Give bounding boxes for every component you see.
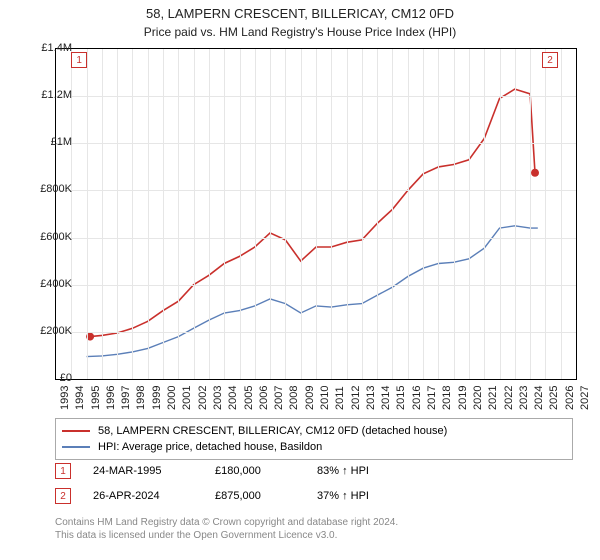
x-tick-label: 2009 (304, 386, 316, 410)
legend: 58, LAMPERN CRESCENT, BILLERICAY, CM12 0… (55, 418, 573, 460)
x-tick-label: 2020 (472, 386, 484, 410)
chart-subtitle: Price paid vs. HM Land Registry's House … (0, 23, 600, 39)
x-tick-label: 1999 (151, 386, 163, 410)
x-tick-label: 2002 (197, 386, 209, 410)
y-tick-label: £400K (40, 278, 72, 290)
note-pct: 83% ↑ HPI (317, 465, 369, 477)
x-tick-label: 2010 (319, 386, 331, 410)
footer-line: Contains HM Land Registry data © Crown c… (55, 516, 575, 529)
legend-item: 58, LAMPERN CRESCENT, BILLERICAY, CM12 0… (62, 423, 566, 439)
plot-area: 12 (55, 48, 577, 380)
x-tick-label: 1994 (74, 386, 86, 410)
transaction-note: 1 24-MAR-1995 £180,000 83% ↑ HPI (55, 463, 575, 479)
y-tick-label: £0 (60, 372, 72, 384)
y-tick-label: £600K (40, 231, 72, 243)
footer-copyright: Contains HM Land Registry data © Crown c… (55, 516, 575, 542)
x-tick-label: 1997 (120, 386, 132, 410)
data-point-marker (531, 169, 539, 177)
x-tick-label: 2017 (426, 386, 438, 410)
y-tick-label: £800K (40, 183, 72, 195)
note-pct: 37% ↑ HPI (317, 490, 369, 502)
note-badge: 1 (55, 463, 71, 479)
x-tick-label: 2027 (579, 386, 591, 410)
x-tick-label: 1995 (90, 386, 102, 410)
chart-container: 58, LAMPERN CRESCENT, BILLERICAY, CM12 0… (0, 0, 600, 560)
y-tick-label: £1M (51, 136, 72, 148)
x-tick-label: 1998 (135, 386, 147, 410)
x-tick-label: 2013 (365, 386, 377, 410)
legend-swatch (62, 446, 90, 448)
x-tick-label: 2006 (258, 386, 270, 410)
legend-label: HPI: Average price, detached house, Basi… (98, 441, 322, 453)
x-tick-label: 2014 (380, 386, 392, 410)
chart-badge: 2 (542, 52, 558, 68)
x-tick-label: 2024 (533, 386, 545, 410)
x-tick-label: 2012 (350, 386, 362, 410)
transaction-note: 2 26-APR-2024 £875,000 37% ↑ HPI (55, 488, 575, 504)
x-tick-label: 2004 (227, 386, 239, 410)
x-tick-label: 2003 (212, 386, 224, 410)
footer-line: This data is licensed under the Open Gov… (55, 529, 575, 542)
x-tick-label: 2018 (441, 386, 453, 410)
x-tick-label: 1993 (59, 386, 71, 410)
series-line-hpi (87, 226, 538, 357)
x-tick-label: 2007 (273, 386, 285, 410)
note-price: £875,000 (215, 490, 295, 502)
x-tick-label: 2016 (411, 386, 423, 410)
chart-badge: 1 (71, 52, 87, 68)
x-tick-label: 2019 (457, 386, 469, 410)
note-date: 26-APR-2024 (93, 490, 193, 502)
x-tick-label: 2008 (288, 386, 300, 410)
x-tick-label: 1996 (105, 386, 117, 410)
x-tick-label: 2001 (181, 386, 193, 410)
note-price: £180,000 (215, 465, 295, 477)
x-tick-label: 2021 (487, 386, 499, 410)
y-tick-label: £1.2M (41, 89, 72, 101)
x-tick-label: 2023 (518, 386, 530, 410)
note-date: 24-MAR-1995 (93, 465, 193, 477)
y-tick-label: £1.4M (41, 42, 72, 54)
x-tick-label: 2026 (564, 386, 576, 410)
legend-label: 58, LAMPERN CRESCENT, BILLERICAY, CM12 0… (98, 425, 447, 437)
x-tick-label: 2015 (395, 386, 407, 410)
x-tick-label: 2011 (334, 386, 346, 410)
x-tick-label: 2005 (243, 386, 255, 410)
y-tick-label: £200K (40, 325, 72, 337)
x-tick-label: 2025 (548, 386, 560, 410)
x-tick-label: 2000 (166, 386, 178, 410)
legend-item: HPI: Average price, detached house, Basi… (62, 439, 566, 455)
note-badge: 2 (55, 488, 71, 504)
chart-title: 58, LAMPERN CRESCENT, BILLERICAY, CM12 0… (0, 0, 600, 23)
x-tick-label: 2022 (503, 386, 515, 410)
legend-swatch (62, 430, 90, 432)
